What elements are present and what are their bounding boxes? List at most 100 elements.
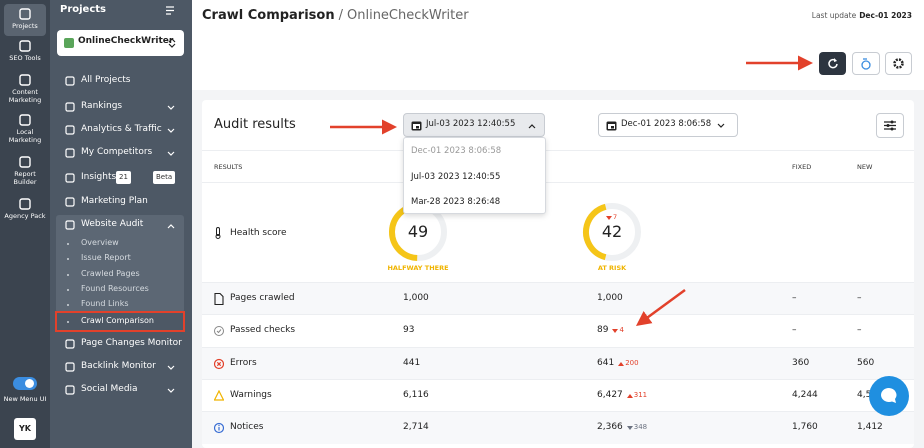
menu-icon [65, 385, 75, 395]
menu-item[interactable]: All Projects [81, 75, 131, 85]
row-icon [214, 293, 224, 305]
table-row [202, 282, 914, 315]
submenu-dot [67, 320, 69, 323]
submenu-item[interactable]: Overview [81, 238, 119, 247]
card-title: Audit results [214, 117, 296, 132]
rail-label[interactable]: Agency Pack [4, 212, 46, 220]
chevron [167, 365, 175, 370]
chevron [167, 128, 175, 133]
menu-item[interactable]: Backlink Monitor [81, 361, 156, 371]
menu-item[interactable]: Social Media [81, 384, 138, 394]
project-icon [64, 38, 74, 48]
submenu-item[interactable]: Found Resources [81, 283, 149, 293]
menu-icon [65, 173, 75, 183]
health-status: AT RISK [597, 264, 627, 272]
submenu-dot [67, 273, 69, 276]
submenu-item[interactable]: Found Links [81, 299, 129, 309]
gauge [583, 203, 641, 261]
menu-icon [65, 102, 75, 112]
value-b: 641 [597, 357, 615, 368]
rail-icon [19, 74, 31, 86]
trend-arrow [618, 361, 625, 366]
toggle-label: New Menu UI [3, 395, 47, 403]
project-selector[interactable]: OnlineCheckWriter [57, 30, 184, 56]
value-fixed: 1,760 [792, 422, 818, 433]
rail-label[interactable]: SEO Tools [9, 54, 41, 62]
filter-icon [884, 120, 896, 131]
dropdown-option[interactable]: Dec-01 2023 8:06:58 [411, 146, 502, 156]
submenu-item[interactable]: Crawl Comparison [81, 315, 154, 325]
menu-item[interactable]: Analytics & Traffic [81, 124, 162, 134]
row-icon [214, 358, 224, 369]
value-change: 311 [633, 390, 648, 399]
chevron [167, 224, 175, 229]
value-new: – [857, 325, 862, 336]
value-new: 560 [857, 357, 875, 368]
row-icon [214, 389, 224, 401]
refresh-button[interactable] [819, 52, 846, 75]
value-change: 4 [619, 326, 624, 335]
value-a: 1,000 [403, 293, 429, 303]
table-header [202, 150, 914, 183]
menu-item[interactable]: Page Changes Monitor [81, 338, 182, 348]
value-a: 441 [403, 357, 421, 368]
submenu-dot [67, 304, 69, 307]
health-change: 7 [613, 213, 618, 221]
page-title: Crawl Comparison / OnlineCheckWriter [202, 8, 473, 23]
sidebar-title: Projects [60, 4, 107, 15]
beta-badge: Beta [153, 171, 176, 184]
value-a: 6,116 [403, 389, 429, 400]
table-row [202, 411, 914, 445]
menu-item[interactable]: Insights [81, 172, 117, 182]
chevron [167, 151, 175, 156]
value-fixed: 360 [792, 357, 810, 368]
health-score: 49 [407, 222, 429, 241]
active-outline [55, 311, 185, 332]
column-header: RESULTS [214, 163, 243, 171]
rail-icon [19, 156, 31, 168]
value-a: 93 [403, 325, 415, 336]
rail-label[interactable]: Content Marketing [8, 88, 42, 104]
settings-icon [893, 58, 904, 69]
rail-icon [19, 114, 31, 126]
rail-label[interactable]: Report Builder [13, 170, 37, 186]
rail-label[interactable]: Local Marketing [8, 128, 42, 144]
menu-item[interactable]: My Competitors [81, 147, 153, 157]
calendar-icon [411, 121, 422, 131]
rail-icon [19, 40, 31, 52]
share-icon [861, 58, 871, 70]
dropdown-option[interactable]: Mar-28 2023 8:26:48 [411, 197, 501, 207]
thermometer-icon [215, 227, 221, 239]
menu-item[interactable]: Marketing Plan [81, 196, 148, 206]
dropdown-text: Jul-03 2023 12:40:55 [426, 119, 516, 129]
date-b-dropdown[interactable]: Dec-01 2023 8:06:58 [598, 113, 738, 137]
filter-button[interactable] [876, 113, 904, 138]
date-a-dropdown[interactable]: Jul-03 2023 12:40:55 [403, 113, 545, 137]
menu-item[interactable]: Rankings [81, 101, 123, 111]
submenu-dot [67, 258, 69, 261]
table-row [202, 378, 914, 412]
menu-item[interactable]: Website Audit [81, 219, 144, 229]
value-b: 1,000 [597, 293, 623, 303]
value-new: 4,55 [857, 389, 878, 400]
submenu-item[interactable]: Issue Report [81, 253, 131, 263]
submenu-item[interactable]: Crawled Pages [81, 268, 140, 278]
health-score: 42 [601, 222, 623, 241]
dropdown-menu: Dec-01 2023 8:06:58 Jul-03 2023 12:40:55 M… [403, 137, 546, 214]
dropdown-text: Dec-01 2023 8:06:58 [621, 119, 712, 129]
settings-button[interactable] [885, 52, 912, 75]
chevron [168, 38, 176, 48]
submenu-dot [67, 288, 69, 291]
value-a: 2,714 [403, 422, 429, 433]
value-change: 348 [633, 423, 648, 432]
refresh-icon [828, 58, 838, 69]
share-button[interactable] [852, 52, 880, 75]
avatar[interactable]: YK [14, 418, 36, 440]
gauge-arc [583, 203, 641, 261]
dropdown-option[interactable]: Jul-03 2023 12:40:55 [411, 171, 501, 182]
rail-label[interactable]: Projects [12, 22, 38, 30]
trend-arrow [612, 329, 619, 334]
last-update-part: Last update [811, 11, 857, 20]
submenu-dot [67, 243, 69, 245]
